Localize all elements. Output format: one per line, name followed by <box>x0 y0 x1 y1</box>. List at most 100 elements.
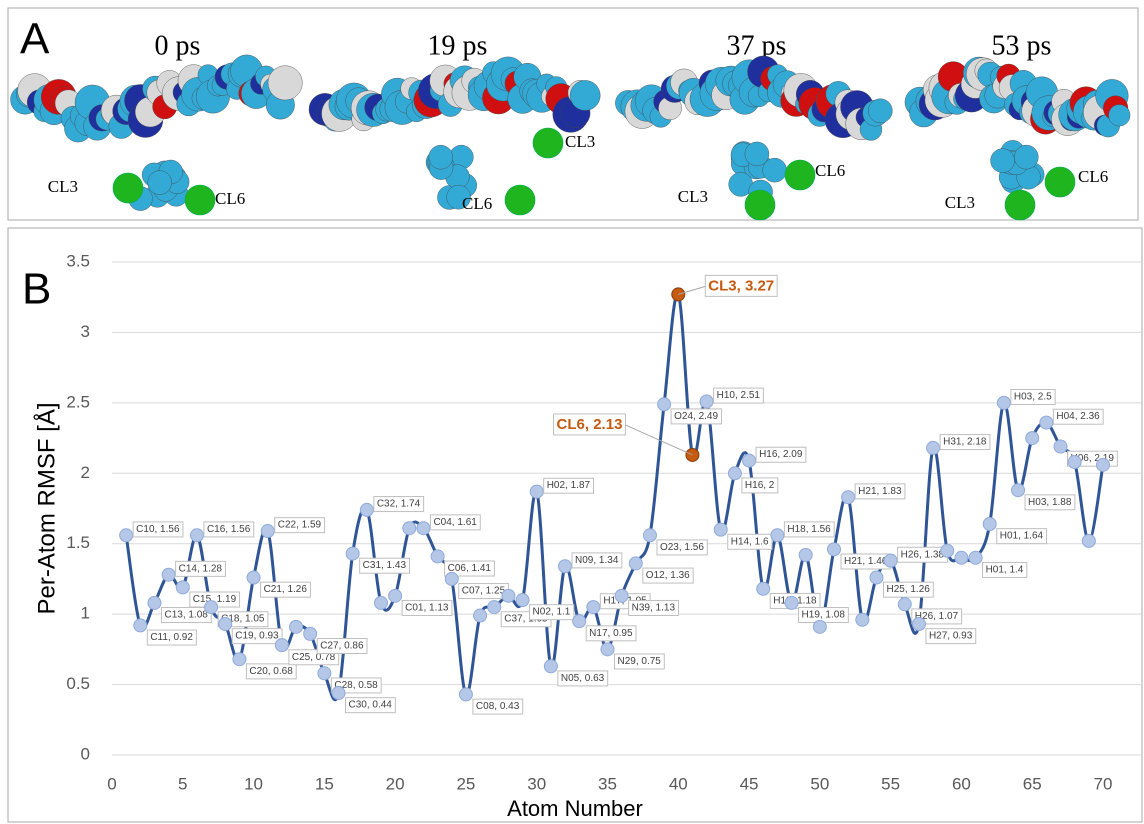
data-label: H16, 2.09 <box>759 449 803 460</box>
label-box <box>585 625 637 642</box>
data-label-group: C06, 1.41 <box>444 560 495 577</box>
data-label-group: O12, 1.36 <box>642 567 694 584</box>
data-point <box>954 550 969 565</box>
data-label: C32, 1.74 <box>377 499 421 510</box>
data-point <box>444 571 459 586</box>
data-point <box>189 528 204 543</box>
chlorine <box>532 127 564 159</box>
data-label: H21, 1.46 <box>844 556 888 567</box>
x-tick-label: 60 <box>952 774 971 793</box>
data-point <box>388 588 403 603</box>
data-point <box>147 595 162 610</box>
data-label: C04, 1.61 <box>433 517 477 528</box>
data-point <box>572 614 587 629</box>
atom-label: CL3 <box>945 193 975 212</box>
label-box <box>755 446 807 463</box>
chlorine <box>1004 189 1036 221</box>
panel-b-frame <box>7 227 1143 823</box>
data-label-group: N02, 1.1 <box>529 604 575 621</box>
label-box <box>704 274 778 297</box>
leader <box>678 285 706 295</box>
data-point <box>246 570 261 585</box>
x-tick-label: 5 <box>178 774 187 793</box>
data-label: H02, 1.87 <box>547 480 591 491</box>
frame: 37 ps CL6 CL3 <box>615 30 893 221</box>
label-box <box>146 629 197 646</box>
frame: 53 ps CL6 CL3 <box>904 30 1131 221</box>
data-label-group: C10, 1.56 <box>132 521 184 538</box>
data-label: H26, 1.38 <box>901 549 945 560</box>
data-point <box>614 588 629 603</box>
y-tick-label: 2 <box>81 463 90 482</box>
data-label: C19, 0.93 <box>235 631 279 642</box>
atom <box>762 157 787 183</box>
data-label-group: H21, 1.83 <box>854 483 906 500</box>
frame: 19 ps CL3 CL6 <box>308 30 601 216</box>
data-label: N05, 0.63 <box>561 673 605 684</box>
panel-b-label: B <box>22 265 51 314</box>
data-label: C11, 0.92 <box>150 632 193 643</box>
data-label-group: O23, 1.56 <box>656 539 708 556</box>
data-point <box>996 395 1011 410</box>
data-point <box>558 559 573 574</box>
atom-label: CL3 <box>565 132 595 151</box>
data-label-group: N09, 1.34 <box>571 552 623 569</box>
time-label: 53 ps <box>992 30 1052 61</box>
y-tick-label: 0 <box>81 744 90 763</box>
data-label: H03, 1.88 <box>1028 497 1072 508</box>
data-label: H10, 2.51 <box>717 390 761 401</box>
x-tick-label: 70 <box>1094 774 1113 793</box>
data-label: O23, 1.56 <box>660 542 704 553</box>
data-label-group: C14, 1.28 <box>175 560 226 577</box>
x-tick-label: 0 <box>107 774 116 793</box>
x-tick-label: 40 <box>669 774 688 793</box>
atom-label: CL6 <box>815 161 845 180</box>
label-box <box>316 638 368 655</box>
data-point <box>642 528 657 543</box>
data-point <box>161 567 176 582</box>
data-label: H18, 1.56 <box>787 524 831 535</box>
label-box <box>642 567 694 584</box>
x-tick-label: 50 <box>810 774 829 793</box>
x-tick-label: 55 <box>881 774 900 793</box>
data-label: N29, 0.75 <box>617 656 661 667</box>
label-box <box>982 561 1028 578</box>
leader <box>625 424 693 456</box>
data-label-group: CL3, 3.27 <box>678 274 778 297</box>
data-point <box>232 652 247 667</box>
label-box <box>529 604 575 621</box>
atom <box>446 184 471 210</box>
y-tick-label: 1 <box>81 604 90 623</box>
data-label-group: N05, 0.63 <box>557 670 609 687</box>
data-label-group: H18, 1.56 <box>783 521 835 538</box>
data-label: H03, 2.5 <box>1014 391 1052 402</box>
chlorine <box>184 184 216 216</box>
data-point <box>317 666 332 681</box>
data-point <box>529 484 544 499</box>
data-label-group: N39, 1.13 <box>628 599 679 616</box>
data-label: C27, 0.86 <box>320 641 364 652</box>
data-point <box>940 543 955 558</box>
data-label: C10, 1.56 <box>136 524 180 535</box>
data-label-group: H01, 1.64 <box>996 528 1048 545</box>
data-point <box>402 521 417 536</box>
data-label: H31, 2.18 <box>943 437 987 448</box>
label-box <box>854 483 906 500</box>
data-point <box>359 502 374 517</box>
data-label: O12, 1.36 <box>646 570 690 581</box>
data-point <box>274 638 289 653</box>
data-point <box>1039 415 1054 430</box>
data-label-group: C08, 0.43 <box>472 698 524 715</box>
data-label: H25, 1.26 <box>886 584 930 595</box>
data-label: N17, 0.95 <box>589 628 633 639</box>
chlorine <box>112 172 144 204</box>
atom <box>868 98 893 124</box>
data-label: C18, 1.05 <box>221 614 265 625</box>
data-label-group: C16, 1.56 <box>203 521 255 538</box>
x-tick-label: 20 <box>386 774 405 793</box>
label-box <box>783 521 835 538</box>
data-point <box>1095 457 1110 472</box>
data-label: C15, 1.19 <box>193 594 237 605</box>
